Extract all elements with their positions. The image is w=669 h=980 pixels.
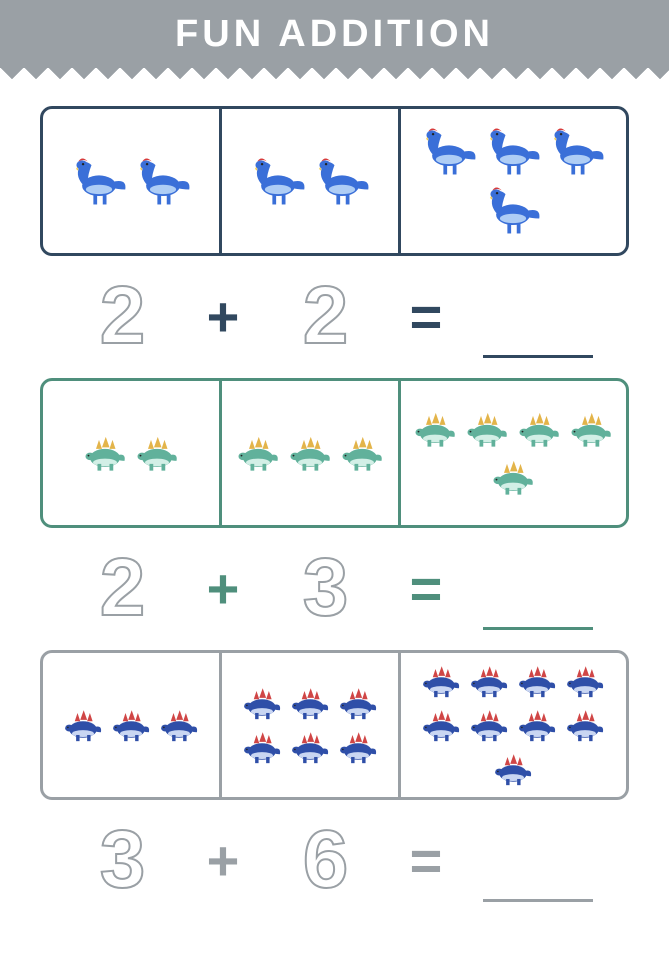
problem-3-box-addend2 <box>222 653 401 797</box>
problem-2-equation: 2 + 3 = <box>40 540 629 636</box>
stego_g-icon <box>133 431 181 475</box>
oviraptor-icon <box>419 124 479 179</box>
header-band: FUN ADDITION <box>0 0 669 68</box>
problem-1-answer-blank[interactable] <box>483 308 593 358</box>
problem-1-boxes <box>40 106 629 256</box>
problem-2-box-addend1 <box>43 381 222 525</box>
problem-1: 2 + 2 = <box>40 106 629 364</box>
stego_g-icon <box>338 431 386 475</box>
stego_b-icon <box>240 683 284 723</box>
plus-icon: + <box>193 828 253 893</box>
stego_b-icon <box>563 661 607 701</box>
problem-1-addend2[interactable]: 2 <box>280 269 370 363</box>
problem-1-addend1[interactable]: 2 <box>77 269 167 363</box>
stego_g-icon <box>234 431 282 475</box>
equals-icon: = <box>396 284 456 349</box>
stego_g-icon <box>81 431 129 475</box>
stego_b-icon <box>491 749 535 789</box>
oviraptor-icon <box>483 124 543 179</box>
equals-icon: = <box>396 556 456 621</box>
problem-1-box-addend1 <box>43 109 222 253</box>
stego_b-icon <box>515 705 559 745</box>
stego_g-icon <box>463 407 511 451</box>
problem-2-box-addend2 <box>222 381 401 525</box>
problem-2-boxes <box>40 378 629 528</box>
stego_b-icon <box>419 661 463 701</box>
problem-3-box-result <box>401 653 626 797</box>
stego_g-icon <box>411 407 459 451</box>
stego_b-icon <box>157 705 201 745</box>
worksheet-content: 2 + 2 = 2 + 3 = 3 + 6 <box>0 84 669 908</box>
stego_b-icon <box>563 705 607 745</box>
equals-icon: = <box>396 828 456 893</box>
problem-3-boxes <box>40 650 629 800</box>
problem-2-answer-blank[interactable] <box>483 580 593 630</box>
problem-2-box-result <box>401 381 626 525</box>
problem-2: 2 + 3 = <box>40 378 629 636</box>
problem-2-addend1[interactable]: 2 <box>77 541 167 635</box>
stego_g-icon <box>286 431 334 475</box>
stego_b-icon <box>288 727 332 767</box>
stego_b-icon <box>61 705 105 745</box>
problem-3-equation: 3 + 6 = <box>40 812 629 908</box>
problem-1-box-addend2 <box>222 109 401 253</box>
problem-2-addend2[interactable]: 3 <box>280 541 370 635</box>
plus-icon: + <box>193 556 253 621</box>
problem-3-addend1[interactable]: 3 <box>77 813 167 907</box>
problem-3-answer-blank[interactable] <box>483 852 593 902</box>
problem-3-addend2[interactable]: 6 <box>280 813 370 907</box>
stego_g-icon <box>515 407 563 451</box>
oviraptor-icon <box>483 183 543 238</box>
problem-1-equation: 2 + 2 = <box>40 268 629 364</box>
problem-3: 3 + 6 = <box>40 650 629 908</box>
header-zigzag <box>0 68 669 84</box>
stego_b-icon <box>419 705 463 745</box>
stego_b-icon <box>109 705 153 745</box>
stego_b-icon <box>336 727 380 767</box>
problem-3-box-addend1 <box>43 653 222 797</box>
stego_b-icon <box>467 705 511 745</box>
page-title: FUN ADDITION <box>175 13 494 56</box>
stego_g-icon <box>567 407 615 451</box>
oviraptor-icon <box>312 154 372 209</box>
stego_b-icon <box>336 683 380 723</box>
stego_b-icon <box>467 661 511 701</box>
oviraptor-icon <box>133 154 193 209</box>
oviraptor-icon <box>248 154 308 209</box>
problem-1-box-result <box>401 109 626 253</box>
stego_b-icon <box>240 727 284 767</box>
plus-icon: + <box>193 284 253 349</box>
stego_b-icon <box>288 683 332 723</box>
oviraptor-icon <box>547 124 607 179</box>
stego_g-icon <box>489 455 537 499</box>
stego_b-icon <box>515 661 559 701</box>
oviraptor-icon <box>69 154 129 209</box>
